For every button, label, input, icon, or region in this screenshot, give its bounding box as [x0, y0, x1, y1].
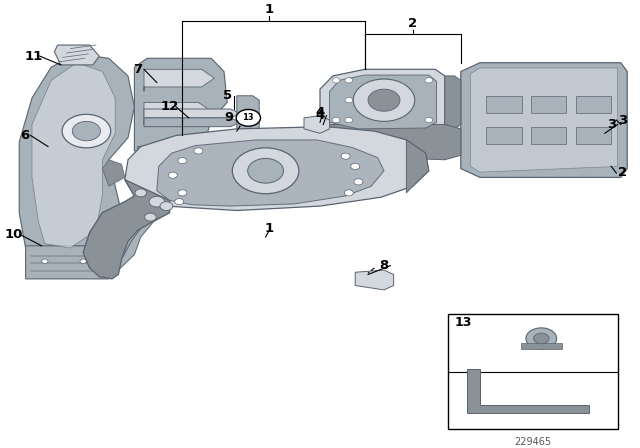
- Circle shape: [149, 196, 164, 207]
- Circle shape: [72, 121, 100, 141]
- Text: 13: 13: [243, 113, 254, 122]
- Circle shape: [80, 259, 86, 263]
- Circle shape: [534, 333, 549, 344]
- Circle shape: [62, 114, 111, 148]
- Circle shape: [341, 153, 350, 159]
- Polygon shape: [26, 246, 118, 279]
- Bar: [576, 96, 611, 113]
- Polygon shape: [330, 75, 436, 129]
- Polygon shape: [304, 116, 330, 134]
- Circle shape: [175, 198, 184, 205]
- Text: 4: 4: [316, 106, 324, 119]
- Circle shape: [368, 89, 400, 111]
- Text: 4: 4: [316, 109, 324, 122]
- Polygon shape: [138, 146, 240, 164]
- Polygon shape: [54, 45, 99, 65]
- Circle shape: [178, 158, 187, 164]
- Circle shape: [332, 117, 340, 123]
- Circle shape: [332, 78, 340, 83]
- Text: 229465: 229465: [514, 437, 552, 447]
- Circle shape: [178, 190, 187, 196]
- Circle shape: [236, 109, 260, 126]
- Circle shape: [425, 78, 433, 83]
- Circle shape: [145, 213, 156, 221]
- Polygon shape: [144, 109, 240, 118]
- Text: 6: 6: [20, 129, 29, 142]
- Polygon shape: [134, 58, 227, 151]
- Polygon shape: [461, 63, 627, 177]
- Polygon shape: [144, 118, 240, 127]
- Circle shape: [168, 172, 177, 178]
- Text: 3: 3: [618, 113, 627, 126]
- Text: 11: 11: [24, 50, 42, 63]
- Polygon shape: [99, 200, 170, 277]
- Circle shape: [232, 148, 299, 194]
- Polygon shape: [144, 69, 214, 91]
- Polygon shape: [237, 96, 259, 135]
- Polygon shape: [19, 54, 134, 261]
- Text: 13: 13: [454, 316, 472, 329]
- Text: 3: 3: [607, 118, 616, 131]
- Polygon shape: [406, 140, 429, 193]
- Bar: [448, 314, 618, 429]
- Circle shape: [345, 78, 353, 83]
- Circle shape: [425, 117, 433, 123]
- Circle shape: [345, 117, 353, 123]
- Circle shape: [345, 98, 353, 103]
- Polygon shape: [144, 103, 208, 125]
- Bar: [531, 96, 566, 113]
- Text: 2: 2: [618, 167, 627, 180]
- Text: 2: 2: [408, 17, 417, 30]
- Bar: [486, 96, 522, 113]
- Bar: [521, 343, 562, 349]
- Polygon shape: [125, 127, 429, 211]
- Polygon shape: [355, 270, 394, 290]
- Polygon shape: [320, 69, 445, 134]
- Polygon shape: [320, 125, 461, 160]
- Circle shape: [526, 328, 557, 349]
- Polygon shape: [32, 63, 115, 248]
- Polygon shape: [102, 160, 125, 186]
- Text: 10: 10: [5, 228, 23, 241]
- Bar: [576, 127, 611, 144]
- Polygon shape: [467, 369, 589, 414]
- Text: 5: 5: [223, 89, 232, 102]
- Circle shape: [135, 189, 147, 197]
- Circle shape: [248, 159, 284, 183]
- Circle shape: [351, 163, 360, 169]
- Text: 1: 1: [264, 4, 273, 17]
- Bar: [486, 127, 522, 144]
- Circle shape: [344, 190, 353, 196]
- Polygon shape: [83, 196, 166, 277]
- Polygon shape: [470, 68, 618, 172]
- Polygon shape: [157, 140, 384, 206]
- Circle shape: [194, 148, 203, 154]
- Polygon shape: [83, 180, 170, 279]
- Text: 8: 8: [380, 259, 388, 272]
- Text: 12: 12: [161, 100, 179, 113]
- Circle shape: [42, 259, 48, 263]
- Circle shape: [353, 79, 415, 121]
- Text: 1: 1: [264, 222, 273, 235]
- Circle shape: [354, 179, 363, 185]
- Text: 7: 7: [133, 63, 142, 76]
- Text: 9: 9: [225, 112, 234, 125]
- Polygon shape: [445, 76, 461, 129]
- Circle shape: [160, 202, 173, 211]
- Bar: [531, 127, 566, 144]
